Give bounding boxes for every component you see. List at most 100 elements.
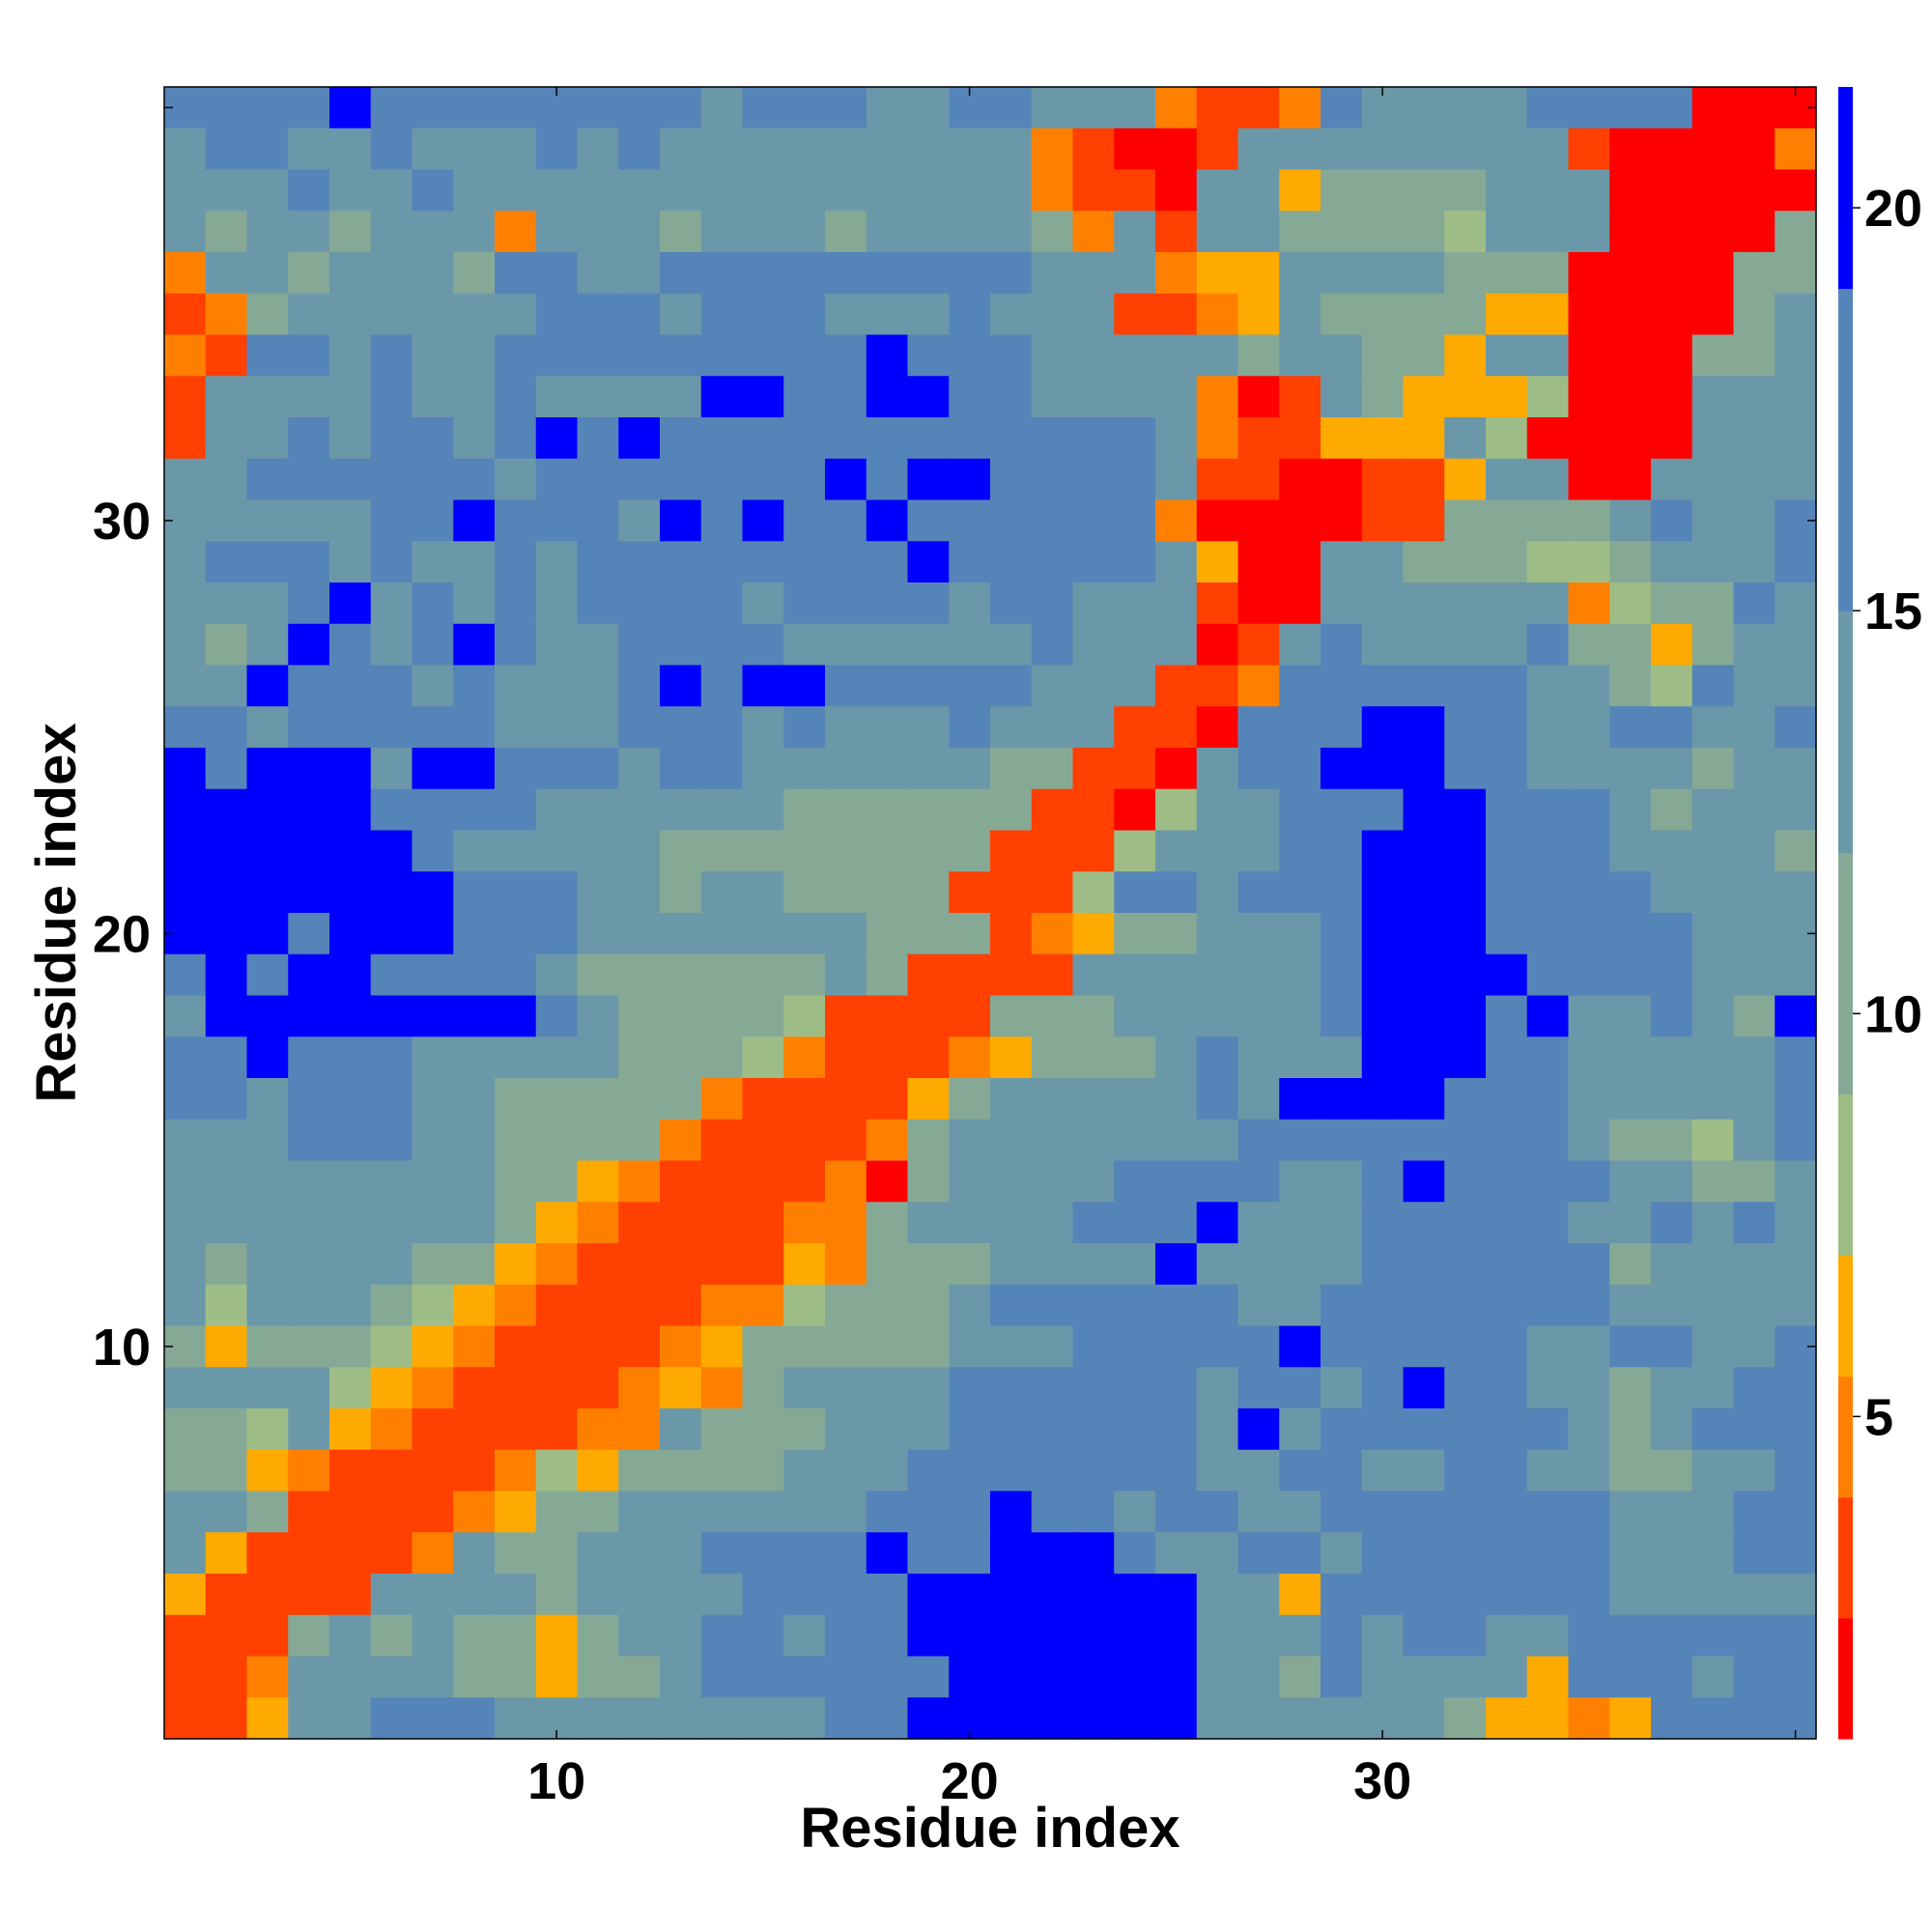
heatmap-cell xyxy=(1114,1160,1156,1203)
heatmap-cell xyxy=(1403,1408,1445,1451)
heatmap-cell xyxy=(370,293,413,336)
heatmap-cell xyxy=(825,1367,867,1409)
heatmap-cell xyxy=(1321,1119,1363,1162)
heatmap-cell xyxy=(1403,748,1445,790)
heatmap-cell xyxy=(1568,169,1610,212)
heatmap-cell xyxy=(1031,1449,1074,1492)
heatmap-cell xyxy=(866,458,909,501)
heatmap-cell xyxy=(866,1284,909,1327)
heatmap-cell xyxy=(288,334,330,377)
heatmap-cell xyxy=(1361,1284,1405,1327)
heatmap-cell xyxy=(495,1491,537,1533)
heatmap-cell xyxy=(1155,458,1198,501)
heatmap-cell xyxy=(907,376,950,418)
heatmap-cell xyxy=(1486,1574,1528,1616)
heatmap-cell xyxy=(1526,1532,1570,1575)
heatmap-cell xyxy=(1403,1574,1445,1616)
heatmap-cell xyxy=(453,458,496,501)
heatmap-cell xyxy=(825,1656,867,1698)
heatmap-cell xyxy=(453,913,496,955)
heatmap-cell xyxy=(1361,499,1405,542)
heatmap-cell xyxy=(1196,376,1239,418)
heatmap-cell xyxy=(246,1325,289,1368)
heatmap-cell xyxy=(453,706,496,749)
heatmap-cell xyxy=(618,252,661,295)
heatmap-cell xyxy=(783,293,826,336)
heatmap-cell xyxy=(453,417,496,460)
heatmap-cell xyxy=(825,1574,867,1616)
heatmap-cell xyxy=(1361,871,1405,914)
heatmap-cell xyxy=(618,1449,661,1492)
heatmap-cell xyxy=(1114,1325,1156,1368)
heatmap-cell xyxy=(742,252,784,295)
heatmap-cell xyxy=(329,665,372,707)
heatmap-cell xyxy=(1072,1532,1115,1575)
heatmap-cell xyxy=(1568,1367,1610,1409)
heatmap-cell xyxy=(246,1574,289,1616)
heatmap-cell xyxy=(1651,748,1693,790)
heatmap-cell xyxy=(1733,1202,1776,1244)
heatmap-cell xyxy=(1155,1449,1198,1492)
heatmap-cell xyxy=(742,913,784,955)
heatmap-cell xyxy=(618,995,661,1037)
heatmap-cell xyxy=(370,1367,413,1409)
heatmap-cell xyxy=(1279,1614,1321,1658)
heatmap-cell xyxy=(1403,1119,1445,1162)
heatmap-cell xyxy=(412,458,454,501)
heatmap-cell xyxy=(1072,623,1115,667)
heatmap-cell xyxy=(1651,458,1693,501)
heatmap-cell xyxy=(1321,128,1363,171)
heatmap-cell xyxy=(1691,293,1735,336)
heatmap-cell xyxy=(246,871,289,914)
heatmap-cell xyxy=(783,1243,826,1286)
heatmap-cell xyxy=(1321,376,1363,418)
heatmap-cell xyxy=(700,1408,744,1451)
heatmap-cell xyxy=(1155,376,1198,418)
heatmap-cell xyxy=(1651,1037,1693,1079)
heatmap-cell xyxy=(825,706,867,749)
colorbar-tick-label: 15 xyxy=(1864,582,1922,640)
heatmap-cell xyxy=(1403,541,1445,583)
heatmap-cell xyxy=(577,913,619,955)
heatmap-cell xyxy=(329,1078,372,1121)
heatmap-cell xyxy=(495,1614,537,1658)
heatmap-cell xyxy=(1609,995,1652,1037)
heatmap-cell xyxy=(1691,1037,1735,1079)
heatmap-cell xyxy=(495,87,537,129)
heatmap-cell xyxy=(1775,871,1817,914)
heatmap-cell xyxy=(1444,953,1487,997)
heatmap-cell xyxy=(1361,623,1405,667)
heatmap-cell xyxy=(1651,706,1693,749)
heatmap-cell xyxy=(742,376,784,418)
heatmap-cell xyxy=(412,1119,454,1162)
heatmap-cell xyxy=(1568,458,1610,501)
heatmap-cell xyxy=(205,1656,248,1698)
heatmap-cell xyxy=(1155,995,1198,1037)
heatmap-cell xyxy=(700,830,744,872)
heatmap-cell xyxy=(783,1614,826,1658)
heatmap-cell xyxy=(1651,334,1693,377)
heatmap-cell xyxy=(1361,1491,1405,1533)
heatmap-cell xyxy=(1279,1243,1321,1286)
heatmap-cell xyxy=(1155,252,1198,295)
heatmap-cell xyxy=(370,788,413,832)
heatmap-cell xyxy=(205,913,248,955)
heatmap-cell xyxy=(1568,334,1610,377)
heatmap-cell xyxy=(1031,953,1074,997)
heatmap-cell xyxy=(990,913,1033,955)
heatmap-cell xyxy=(1486,953,1528,997)
heatmap-cell xyxy=(577,1243,619,1286)
heatmap-cell xyxy=(370,541,413,583)
heatmap-cell xyxy=(205,830,248,872)
heatmap-cell xyxy=(1361,748,1405,790)
heatmap-cell xyxy=(1403,1491,1445,1533)
heatmap-cell xyxy=(1486,334,1528,377)
heatmap-cell xyxy=(412,665,454,707)
heatmap-cell xyxy=(453,1697,496,1740)
heatmap-cell xyxy=(495,830,537,872)
heatmap-cell xyxy=(1237,499,1280,542)
heatmap-cell xyxy=(783,211,826,253)
heatmap-cell xyxy=(246,334,289,377)
heatmap-cell xyxy=(907,541,950,583)
heatmap-cell xyxy=(1444,1449,1487,1492)
